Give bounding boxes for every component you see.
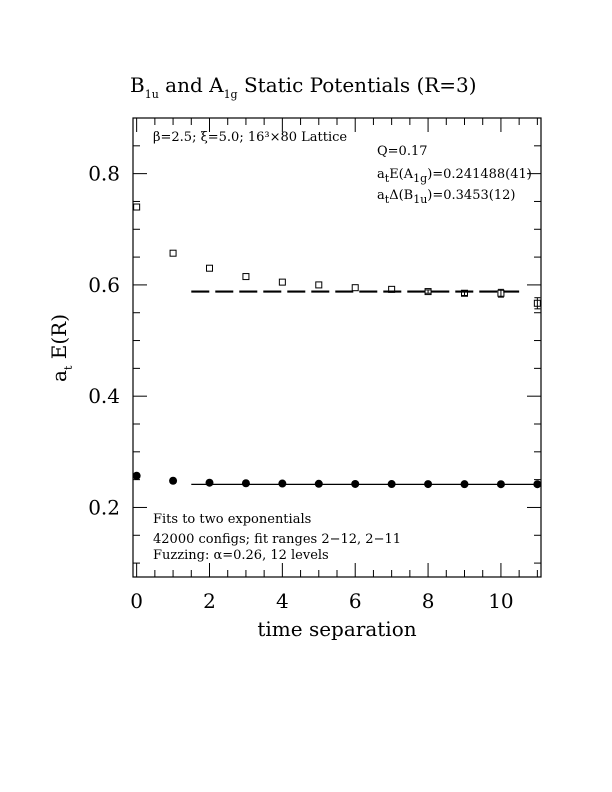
data-point-square: [242, 273, 250, 281]
fit-info-line1: Fits to two exponentials: [153, 512, 311, 527]
x-tick-label-0: 0: [130, 589, 143, 613]
chart-title: B1u and A1g Static Potentials (R=3): [130, 73, 477, 101]
data-point-circle: [205, 478, 214, 487]
y-tick-label-0.4: 0.4: [88, 384, 120, 408]
data-point-circle: [387, 480, 396, 489]
data-point-circle: [241, 479, 250, 488]
y-tick-label-0.6: 0.6: [88, 273, 120, 297]
x-tick-label-10: 10: [488, 589, 513, 613]
data-point-circle: [314, 479, 323, 488]
y-tick-label-0.8: 0.8: [88, 162, 120, 186]
data-point-square: [169, 249, 177, 257]
x-tick-label-6: 6: [349, 589, 362, 613]
plot-frame: [132, 117, 542, 578]
data-point-square: [315, 281, 323, 289]
data-point-circle: [132, 471, 141, 480]
data-point-square: [278, 278, 286, 286]
data-point-square: [497, 289, 505, 297]
data-point-circle: [424, 480, 433, 489]
energy-a1g-text: atE(A1g)=0.241488(41): [377, 167, 532, 185]
data-point-square: [133, 203, 141, 211]
lattice-params-text: β=2.5; ξ=5.0; 16³×80 Lattice: [153, 130, 347, 145]
data-point-circle: [533, 480, 542, 489]
x-axis-label: time separation: [257, 617, 416, 641]
data-point-circle: [496, 480, 505, 489]
x-tick-label-4: 4: [276, 589, 289, 613]
data-point-square: [533, 299, 541, 307]
data-point-circle: [351, 479, 360, 488]
y-tick-label-0.2: 0.2: [88, 495, 120, 519]
data-point-circle: [460, 480, 469, 489]
fit-lines: [191, 290, 541, 486]
y-axis-label: at E(R): [47, 314, 75, 382]
fit-info-line3: Fuzzing: α=0.26, 12 levels: [153, 548, 329, 563]
delta-b1u-text: atΔ(B1u)=0.3453(12): [377, 188, 515, 206]
q-value-text: Q=0.17: [377, 144, 428, 159]
fit-info-line2: 42000 configs; fit ranges 2−12, 2−11: [153, 532, 401, 547]
data-point-square: [388, 285, 396, 293]
data-point-square: [351, 284, 359, 292]
data-point-circle: [278, 479, 287, 488]
x-tick-label-2: 2: [203, 589, 216, 613]
data-points: [132, 203, 542, 489]
axis-ticks: [133, 117, 541, 577]
data-point-circle: [169, 476, 178, 485]
data-point-square: [461, 289, 468, 297]
x-tick-label-8: 8: [422, 589, 435, 613]
data-point-square: [206, 264, 213, 272]
data-point-square: [424, 288, 432, 296]
